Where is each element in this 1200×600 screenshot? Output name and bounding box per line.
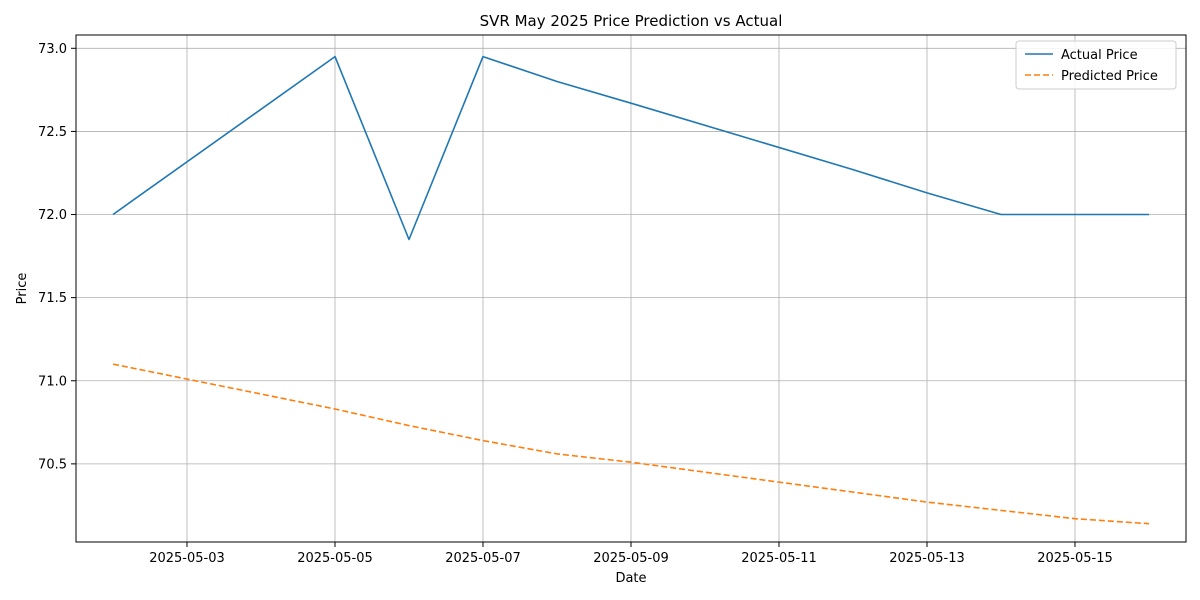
legend: Actual Price Predicted Price (1015, 40, 1177, 90)
y-tick-label: 70.5 (38, 457, 67, 472)
x-tick-label: 2025-05-09 (593, 551, 669, 566)
grid (76, 35, 1186, 542)
series-line-predicted-price (112, 363, 1150, 525)
x-tick-label: 2025-05-03 (149, 551, 225, 566)
y-tick-label: 72.0 (38, 208, 67, 223)
x-tick-label: 2025-05-15 (1037, 551, 1113, 566)
y-tick-label: 71.5 (38, 291, 67, 306)
chart-title: SVR May 2025 Price Prediction vs Actual (480, 12, 783, 30)
x-tick-label: 2025-05-11 (741, 551, 817, 566)
x-tick-label: 2025-05-07 (445, 551, 521, 566)
x-axis-title: Date (615, 571, 646, 586)
legend-label: Actual Price (1061, 48, 1138, 63)
series-line-actual-price (112, 55, 1149, 241)
y-tick-label: 73.0 (38, 42, 67, 57)
y-axis-ticks: 70.5 71.0 71.5 72.0 72.5 73.0 (38, 42, 76, 472)
x-tick-label: 2025-05-05 (297, 551, 373, 566)
y-tick-label: 72.5 (38, 125, 67, 140)
legend-box (1015, 40, 1177, 90)
y-tick-label: 71.0 (38, 374, 67, 389)
y-axis-title: Price (15, 273, 30, 305)
x-axis-ticks: 2025-05-03 2025-05-05 2025-05-07 2025-05-09… (149, 542, 1113, 566)
legend-label: Predicted Price (1061, 69, 1158, 84)
x-tick-label: 2025-05-13 (889, 551, 965, 566)
series-lines (112, 55, 1150, 525)
